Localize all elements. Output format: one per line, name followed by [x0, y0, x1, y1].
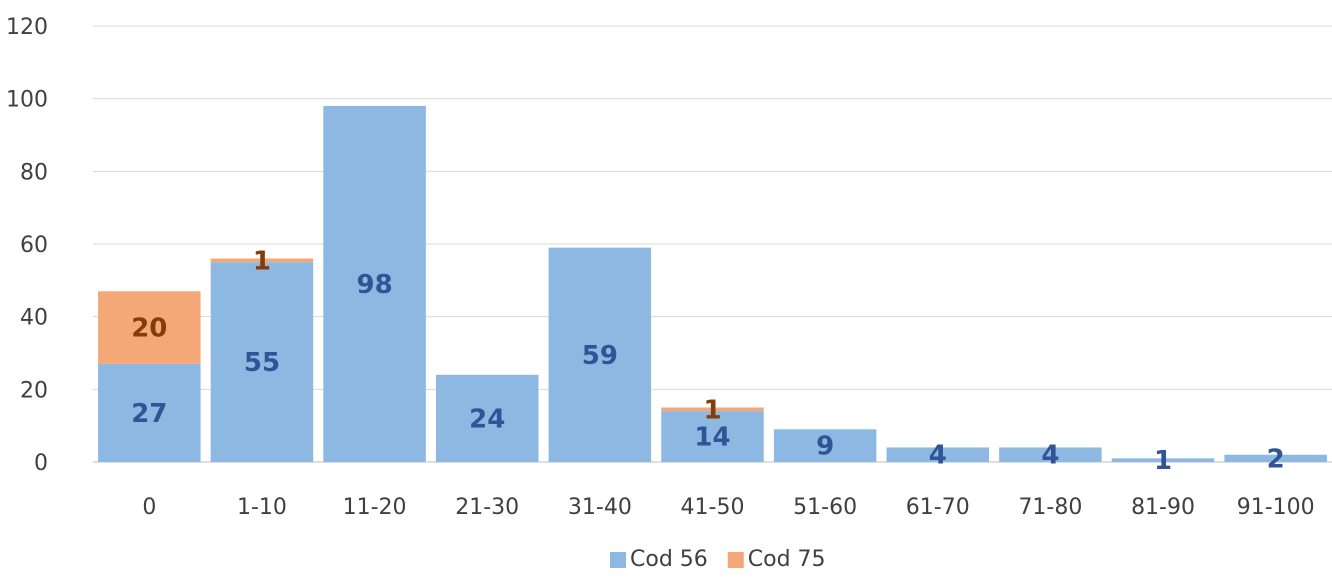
bars	[98, 105, 1327, 462]
x-tick-label: 51-60	[793, 495, 857, 520]
data-label: 4	[929, 441, 947, 471]
x-tick-label: 0	[142, 495, 156, 520]
bar-cod-56	[98, 363, 201, 462]
legend: Cod 56 Cod 75	[610, 547, 826, 572]
legend-swatch	[610, 552, 626, 568]
bar-cod-56	[323, 105, 426, 462]
x-axis-ticks: 0 1-10 11-20 21-30 31-40 41-50 51-60 61-70 71-80…	[142, 495, 1314, 520]
x-tick-label: 41-50	[681, 495, 745, 520]
data-label: 59	[582, 341, 618, 371]
bar-cod-75	[661, 407, 764, 412]
bar-cod-56	[210, 262, 314, 462]
y-tick-label: 0	[34, 451, 48, 476]
data-label: 98	[356, 270, 392, 300]
y-tick-label: 80	[20, 160, 48, 185]
bar-cod-56	[435, 374, 539, 462]
x-tick-label: 61-70	[906, 495, 970, 520]
bar-cod-56	[1224, 454, 1327, 462]
bar-cod-56	[999, 447, 1102, 462]
y-tick-label: 40	[20, 306, 48, 331]
x-tick-label: 21-30	[455, 495, 519, 520]
x-tick-label: 31-40	[568, 495, 632, 520]
data-label: 4	[1041, 441, 1059, 471]
data-label: 20	[131, 314, 167, 344]
bar-cod-56	[773, 429, 877, 462]
x-tick-label: 71-80	[1018, 495, 1082, 520]
bar-cod-56	[661, 411, 764, 462]
data-label: 1	[253, 246, 271, 276]
x-tick-label: 11-20	[343, 495, 407, 520]
y-axis-ticks: 0 20 40 60 80 100 120	[6, 15, 48, 476]
x-tick-label: 91-100	[1237, 495, 1315, 520]
bar-cod-56	[548, 247, 652, 462]
x-tick-label: 1-10	[237, 495, 287, 520]
y-tick-label: 60	[20, 233, 48, 258]
y-tick-label: 120	[6, 15, 48, 40]
data-label: 9	[816, 432, 834, 462]
legend-label: Cod 56	[630, 547, 708, 572]
bar-cod-75	[210, 258, 314, 263]
data-label: 1	[703, 395, 721, 425]
bar-cod-56	[886, 447, 990, 462]
data-label: 1	[1154, 446, 1172, 476]
y-tick-label: 20	[20, 378, 48, 403]
bar-cod-75	[98, 291, 201, 364]
x-tick-label: 81-90	[1131, 495, 1195, 520]
legend-swatch	[727, 552, 744, 568]
y-tick-label: 100	[6, 88, 48, 113]
legend-label: Cod 75	[748, 547, 826, 572]
data-label: 27	[131, 399, 167, 429]
data-label: 24	[469, 404, 505, 434]
data-label: 55	[244, 348, 280, 378]
data-label: 14	[694, 423, 730, 453]
data-label: 2	[1267, 444, 1285, 474]
bar-cod-56	[1111, 458, 1215, 462]
